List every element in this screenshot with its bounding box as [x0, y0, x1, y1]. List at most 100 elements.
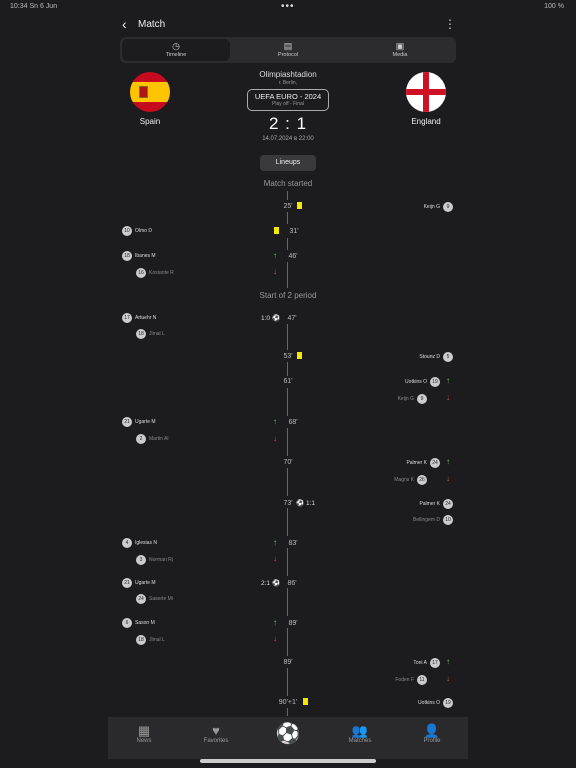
event-minute: 89' [288, 620, 298, 627]
sub-in-arrow-icon: ↑ [273, 538, 277, 547]
event-minute: 31' [289, 228, 299, 235]
timeline[interactable]: Match started 25' Keijn G 9 31' 10 Olmo … [0, 176, 576, 716]
tab-timeline[interactable]: ◷ Timeline [122, 39, 230, 61]
more-menu-icon[interactable]: ⋮ [444, 17, 456, 31]
player-name: Stounz D [419, 354, 440, 360]
event-away-goal[interactable]: Palmer K 24 [419, 499, 456, 509]
match-datetime: 14.07.2024 в 22:00 [262, 136, 314, 142]
event-away-sub-in[interactable]: Uotkins O 19 [405, 377, 443, 387]
event-away[interactable]: Keijn G 9 [424, 202, 456, 212]
event-minute: 46' [288, 253, 298, 260]
away-team[interactable]: England [396, 72, 456, 126]
player-name: Norman Rj [149, 557, 173, 563]
event-minute: 47' [287, 315, 297, 322]
competition-stage: Play off - Final [272, 101, 304, 107]
event-minute: 73' [283, 500, 293, 507]
event-home-sub-in[interactable]: 21 Ugarte M [119, 417, 156, 427]
player-name: Uotkins O [418, 700, 440, 706]
player-name: Jlmal L [149, 331, 165, 337]
player-number: 26 [417, 475, 427, 485]
event-home-goal[interactable]: 21 Ugarte M [119, 578, 156, 588]
goal-score: 1:0 [261, 315, 271, 322]
event-home-goal[interactable]: 17 Artuehr N [119, 313, 156, 323]
timeline-line [287, 238, 288, 250]
event-home-sub-out[interactable]: 2 Martin Al [133, 434, 168, 444]
status-bar: 10:34 Sn 6 Jun ••• 100 % [0, 0, 576, 14]
match-info: Olimpiashtadion г. Berlin, UEFA EURO - 2… [208, 70, 368, 142]
tab-matches-center[interactable]: ⚽ [258, 721, 318, 747]
event-away[interactable]: Uotkins O 19 [418, 698, 456, 708]
event-away-sub-out[interactable]: Foden F 11 [395, 675, 430, 685]
event-assist[interactable]: 18 Jlmal L [133, 329, 165, 339]
event-away[interactable]: Stounz D 5 [419, 352, 456, 362]
player-number: 9 [417, 394, 427, 404]
event-assist[interactable]: Bellingem D 10 [413, 515, 456, 525]
event-away-sub-in[interactable]: Palmer K 24 [406, 458, 443, 468]
competition-name: UEFA EURO - 2024 [254, 92, 322, 101]
event-home-sub-out[interactable]: 18 Jlmal L [133, 635, 165, 645]
player-number: 18 [122, 251, 132, 261]
page-title: Match [138, 19, 166, 30]
player-number: 10 [443, 515, 453, 525]
event-home-sub-out[interactable]: 16 Kostante R [133, 268, 174, 278]
event-away-sub-out[interactable]: Keijn G 9 [398, 394, 430, 404]
tab-favorites[interactable]: ♥ Favorites [186, 723, 246, 744]
player-name: Ibanes M [135, 253, 156, 259]
player-name: Keijn G [397, 396, 414, 402]
event-home-sub-in[interactable]: 4 Iglesias N [119, 538, 157, 548]
player-number: 21 [122, 417, 132, 427]
news-icon: ▦ [137, 723, 151, 738]
event-home-sub-out[interactable]: 3 Norman Rj [133, 555, 173, 565]
player-number: 10 [122, 226, 132, 236]
sub-out-arrow-icon: ↓ [273, 267, 277, 276]
home-team[interactable]: Spain [120, 72, 180, 126]
tab-news[interactable]: ▦ News [114, 723, 174, 744]
player-name: Uotkins O [405, 379, 427, 385]
back-chevron-icon[interactable]: ‹ [122, 16, 127, 32]
player-name: Palmer K [419, 501, 440, 507]
heart-icon: ♥ [212, 723, 220, 738]
event-home-sub-in[interactable]: 6 Sason M [119, 618, 155, 628]
sub-out-arrow-icon: ↓ [446, 674, 450, 683]
clock-icon: ◷ [172, 41, 180, 51]
player-number: 6 [122, 618, 132, 628]
sub-out-arrow-icon: ↓ [273, 434, 277, 443]
player-name: Jlmal L [149, 637, 165, 643]
tab-profile-label: Profile [423, 738, 441, 744]
event-minute: 86' [287, 580, 297, 587]
player-number: 5 [443, 352, 453, 362]
player-name: Ugarte M [135, 580, 156, 586]
sub-out-arrow-icon: ↓ [446, 393, 450, 402]
event-minute: 53' [283, 353, 293, 360]
player-number: 18 [136, 635, 146, 645]
event-away-sub-out[interactable]: Magns K 26 [394, 475, 430, 485]
sub-in-arrow-icon: ↑ [446, 376, 450, 385]
england-flag-icon [406, 72, 446, 112]
lineups-button[interactable]: Lineups [260, 155, 316, 171]
tab-protocol[interactable]: ▤ Protocol [234, 39, 342, 61]
home-indicator[interactable] [200, 759, 376, 763]
timeline-line [287, 362, 288, 376]
tab-profile[interactable]: 👤 Profile [402, 723, 462, 744]
sub-out-arrow-icon: ↓ [446, 474, 450, 483]
event-away-sub-in[interactable]: Toni A 17 [413, 658, 443, 668]
multitask-dots[interactable]: ••• [281, 1, 295, 12]
sub-in-arrow-icon: ↑ [446, 657, 450, 666]
player-name: Saserte Mi [149, 596, 173, 602]
timeline-line [287, 212, 288, 224]
event-home-sub-in[interactable]: 18 Ibanes M [119, 251, 156, 261]
image-icon: ▣ [395, 41, 405, 51]
person-icon: 👤 [423, 723, 441, 738]
event-assist[interactable]: 24 Saserte Mi [133, 594, 173, 604]
tab-media[interactable]: ▣ Media [346, 39, 454, 61]
timeline-line [287, 262, 288, 288]
player-name: Magns K [394, 477, 414, 483]
competition-badge[interactable]: UEFA EURO - 2024 Play off - Final [247, 89, 329, 111]
player-number: 18 [136, 329, 146, 339]
player-number: 19 [430, 377, 440, 387]
tab-matches[interactable]: 👥 Matches [330, 723, 390, 744]
player-name: Sason M [135, 620, 155, 626]
event-minute: 83' [288, 540, 298, 547]
event-home[interactable]: 10 Olmo D [119, 226, 152, 236]
battery-status: 100 % [544, 3, 564, 10]
